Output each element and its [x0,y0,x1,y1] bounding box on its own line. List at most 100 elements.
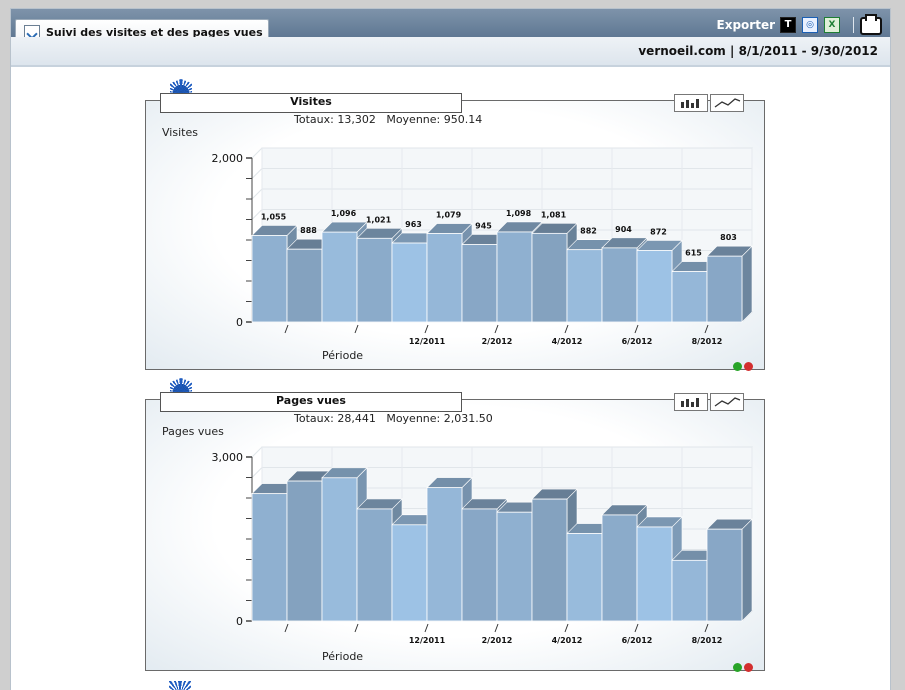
line-chart-button[interactable] [710,94,744,112]
x-tick-label: 12/2011 [409,337,446,346]
export-label: Exporter [716,18,775,32]
x-tick [354,324,359,334]
bar-front [356,237,393,323]
x-axis-label: Période [322,650,364,663]
x-tick-label: 2/2012 [482,337,513,346]
date-range: 8/1/2011 - 9/30/2012 [738,44,878,58]
bar-front [321,231,358,323]
bar-front [636,250,673,323]
data-label: 904 [615,225,632,234]
pageviews-bar-chart: 3,000 0 12/2011 2/2012 4/2012 6/2012 8/2012 [212,446,754,645]
x-tick [284,623,289,633]
x-tick-label: 6/2012 [622,337,653,346]
gridline [251,209,263,220]
bar-front [251,235,288,323]
y-axis-label: Visites [162,126,198,139]
visits-bar-chart: 2,000 0 1,055 888 1,096 1,021 963 1,079 945 1,098… [212,147,754,346]
print-icon[interactable] [860,14,882,35]
average-label: Moyenne: [386,113,441,126]
x-tick-label: 8/2012 [692,636,723,645]
site-date-info: vernoeil.com | 8/1/2011 - 9/30/2012 [638,44,878,58]
bar-front [426,487,463,622]
x-tick [634,324,639,334]
site-name: vernoeil.com [638,44,726,58]
line-chart-button[interactable] [710,393,744,411]
pageviews-chart-panel: Pages vues Totaux: 28,441 Moyenne: 2,031… [145,378,765,672]
gridline [251,188,263,200]
starburst-icon [169,681,191,690]
gridline [251,467,263,478]
chart-title-box: Visites [160,93,462,113]
bar-front [636,526,673,622]
totals-label: Totaux: [294,412,334,425]
chart-title: Pages vues [276,394,346,407]
y-axis-label: Pages vues [162,425,224,438]
chart-totals: Totaux: 13,302 Moyenne: 950.14 [294,113,482,126]
y-tick-label: 3,000 [212,451,244,464]
data-label: 1,081 [541,210,567,219]
gridline [251,168,263,179]
x-axis-label: Période [322,349,364,362]
header-subbar: vernoeil.com | 8/1/2011 - 9/30/2012 [11,37,890,67]
x-tick-label: 6/2012 [622,636,653,645]
y-tick-label: 2,000 [212,152,244,165]
y-tick-label: 0 [236,615,243,628]
x-tick [284,324,289,334]
line-chart-icon [714,397,741,407]
bar-front [601,247,638,323]
data-label: 872 [650,227,667,236]
bar-front [251,493,288,622]
top-toolbar: Suivi des visites et des pages vues Expo… [11,9,890,46]
bar-front [706,255,743,323]
average-value: 2,031.50 [443,412,493,425]
text-export-icon[interactable]: T [780,17,796,33]
header-separator: | [730,44,735,58]
bar-front [566,533,603,622]
x-tick-label: 2/2012 [482,636,513,645]
x-tick [494,324,499,334]
x-tick [704,324,709,334]
web-export-icon[interactable]: ◎ [802,17,818,33]
status-dot-red [744,362,753,371]
bar-front [601,514,638,622]
x-tick [564,623,569,633]
bar-front [671,271,708,323]
data-label: 1,021 [366,215,392,224]
x-tick [634,623,639,633]
y-tick-label: 0 [236,316,243,329]
bar-chart-button[interactable] [674,393,708,411]
bar-front [531,232,568,323]
chart-title: Visites [290,95,332,108]
x-tick-label: 4/2012 [552,337,583,346]
bar-side [741,518,753,622]
line-chart-icon [714,98,741,108]
starburst-icon [170,378,192,392]
bar-front [286,248,323,323]
x-tick [354,623,359,633]
x-tick-label: 4/2012 [552,636,583,645]
x-tick [424,623,429,633]
bar-front [706,528,743,622]
bar-front [321,477,358,622]
data-label: 963 [405,220,422,229]
data-label: 1,055 [261,212,287,221]
report-frame: Suivi des visites et des pages vues Expo… [10,8,891,690]
totals-label: Totaux: [294,113,334,126]
average-label: Moyenne: [386,412,441,425]
chart-totals: Totaux: 28,441 Moyenne: 2,031.50 [294,412,493,425]
bar [706,518,753,622]
bar-front [391,524,428,622]
data-label: 1,098 [506,209,532,218]
chart-title-box: Pages vues [160,392,462,412]
bar-front [391,242,428,323]
starburst-icon [170,79,192,93]
bar-side [741,245,753,323]
totals-value: 13,302 [337,113,376,126]
bar-chart-button[interactable] [674,94,708,112]
bar-front [461,508,498,622]
tab-label: Suivi des visites et des pages vues [46,26,263,39]
excel-export-icon[interactable]: X [824,17,840,33]
bar-front [566,249,603,323]
x-tick [424,324,429,334]
data-label: 1,096 [331,209,357,218]
